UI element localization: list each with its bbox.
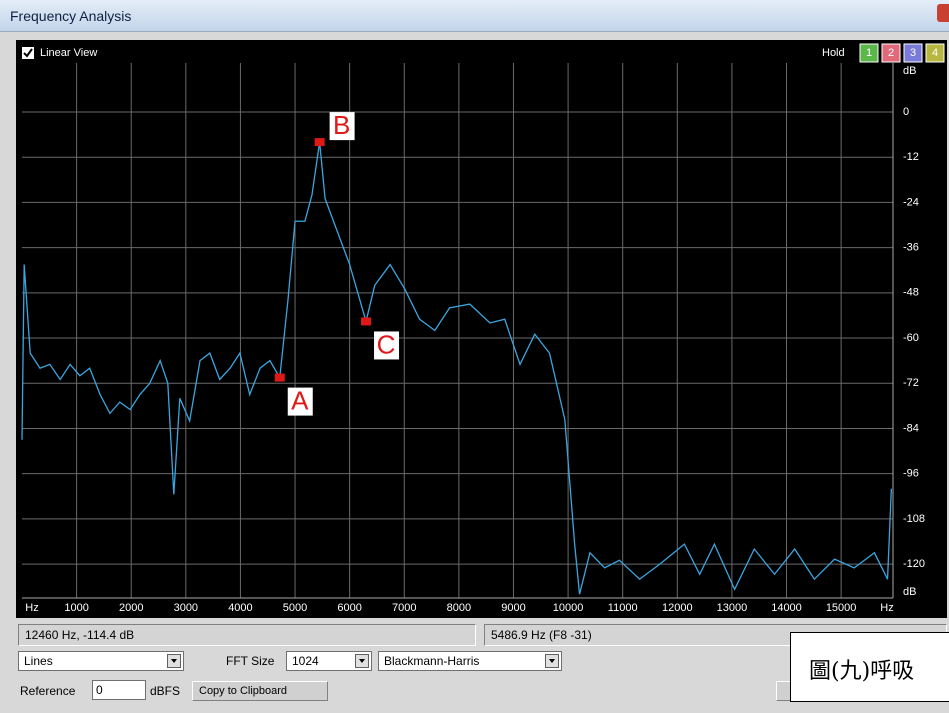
- peak-marker: [314, 138, 325, 147]
- x-unit: Hz: [25, 602, 38, 614]
- x-tick-label: 14000: [771, 602, 802, 614]
- x-tick-label: 12000: [662, 602, 693, 614]
- x-tick-label: 1000: [64, 602, 88, 614]
- marker-label: B: [333, 110, 350, 140]
- mode-text: Lines: [24, 654, 53, 668]
- cursor-text: 12460 Hz, -114.4 dB: [25, 628, 135, 642]
- check-mark: [23, 48, 33, 58]
- y-tick-label: -60: [903, 332, 919, 344]
- peak-marker: [361, 317, 372, 326]
- hold-button[interactable]: [903, 43, 923, 63]
- y-tick-label: -72: [903, 377, 919, 389]
- window-text: Blackmann-Harris: [384, 654, 480, 668]
- spectrum-line: [21, 142, 893, 595]
- fft-label: FFT Size: [226, 654, 275, 668]
- hold-button[interactable]: [925, 43, 945, 63]
- x-unit: Hz: [880, 602, 893, 614]
- x-tick-label: 4000: [228, 602, 252, 614]
- x-tick-label: 5000: [283, 602, 307, 614]
- fft-text: 1024: [292, 654, 319, 668]
- hold-label: Hold: [822, 47, 845, 59]
- spectrum-panel: Linear View Hold 1 2 3 4 0 -12 -24 -36 -48 -60 -72…: [16, 40, 947, 618]
- marker-label-bg: [329, 112, 355, 141]
- x-tick-label: 11000: [608, 602, 638, 614]
- hold-button[interactable]: [859, 43, 879, 63]
- hold-button-label: 1: [866, 47, 872, 59]
- y-tick-label: -12: [903, 151, 919, 163]
- dropdown-arrow: [167, 654, 181, 668]
- y-tick-label: -48: [903, 287, 919, 299]
- copy-button[interactable]: Copy to Clipboard: [192, 681, 328, 701]
- reference-unit: dBFS: [150, 684, 181, 698]
- linear-view-label[interactable]: Linear View: [40, 47, 97, 59]
- peak-marker: [274, 373, 285, 382]
- caption-text: 圖(九)呼吸: [809, 659, 915, 684]
- marker-label-bg: [287, 387, 313, 416]
- marker-label: C: [377, 329, 396, 359]
- reference-value: 0: [96, 683, 103, 697]
- reference-input[interactable]: 0: [92, 680, 146, 700]
- x-tick-label: 2000: [119, 602, 143, 614]
- x-tick-label: 6000: [337, 602, 361, 614]
- copy-text: Copy to Clipboard: [199, 685, 288, 697]
- dropdown-arrow: [355, 654, 369, 668]
- y-tick-label: -96: [903, 468, 919, 480]
- y-tick-label: 0: [903, 106, 909, 118]
- hold-button-label: 4: [932, 47, 938, 59]
- title-bar: Frequency Analysis: [0, 0, 949, 32]
- fft-select[interactable]: 1024: [286, 651, 372, 671]
- hold-button-label: 2: [888, 47, 894, 59]
- y-tick-label: -120: [903, 558, 925, 570]
- x-tick-label: 10000: [553, 602, 584, 614]
- window-title: Frequency Analysis: [10, 8, 132, 24]
- reference-label: Reference: [20, 684, 76, 698]
- y-tick-label: -84: [903, 422, 919, 434]
- dropdown-arrow: [545, 654, 559, 668]
- x-tick-label: 15000: [826, 602, 857, 614]
- x-tick-label: 13000: [717, 602, 748, 614]
- x-tick-label: 3000: [174, 602, 198, 614]
- window-select[interactable]: Blackmann-Harris: [378, 651, 562, 671]
- x-tick-label: 8000: [447, 602, 471, 614]
- y-tick-label: -36: [903, 242, 919, 254]
- hold-button-label: 3: [910, 47, 916, 59]
- y-unit: dB: [903, 65, 916, 77]
- marker-label: A: [291, 385, 309, 415]
- x-tick-label: 7000: [392, 602, 416, 614]
- x-tick-label: 9000: [501, 602, 525, 614]
- caption-box: 圖(九)呼吸: [790, 632, 949, 702]
- hold-button[interactable]: [881, 43, 901, 63]
- close-button[interactable]: [937, 4, 949, 22]
- marker-label-bg: [374, 331, 400, 360]
- panel-bg: [16, 40, 947, 618]
- peak-text: 5486.9 Hz (F8 -31): [491, 628, 592, 642]
- y-tick-label: -24: [903, 196, 919, 208]
- mode-select[interactable]: Lines: [18, 651, 184, 671]
- cursor-readout: 12460 Hz, -114.4 dB: [18, 624, 476, 646]
- y-unit: dB: [903, 586, 916, 598]
- y-tick-label: -108: [903, 513, 925, 525]
